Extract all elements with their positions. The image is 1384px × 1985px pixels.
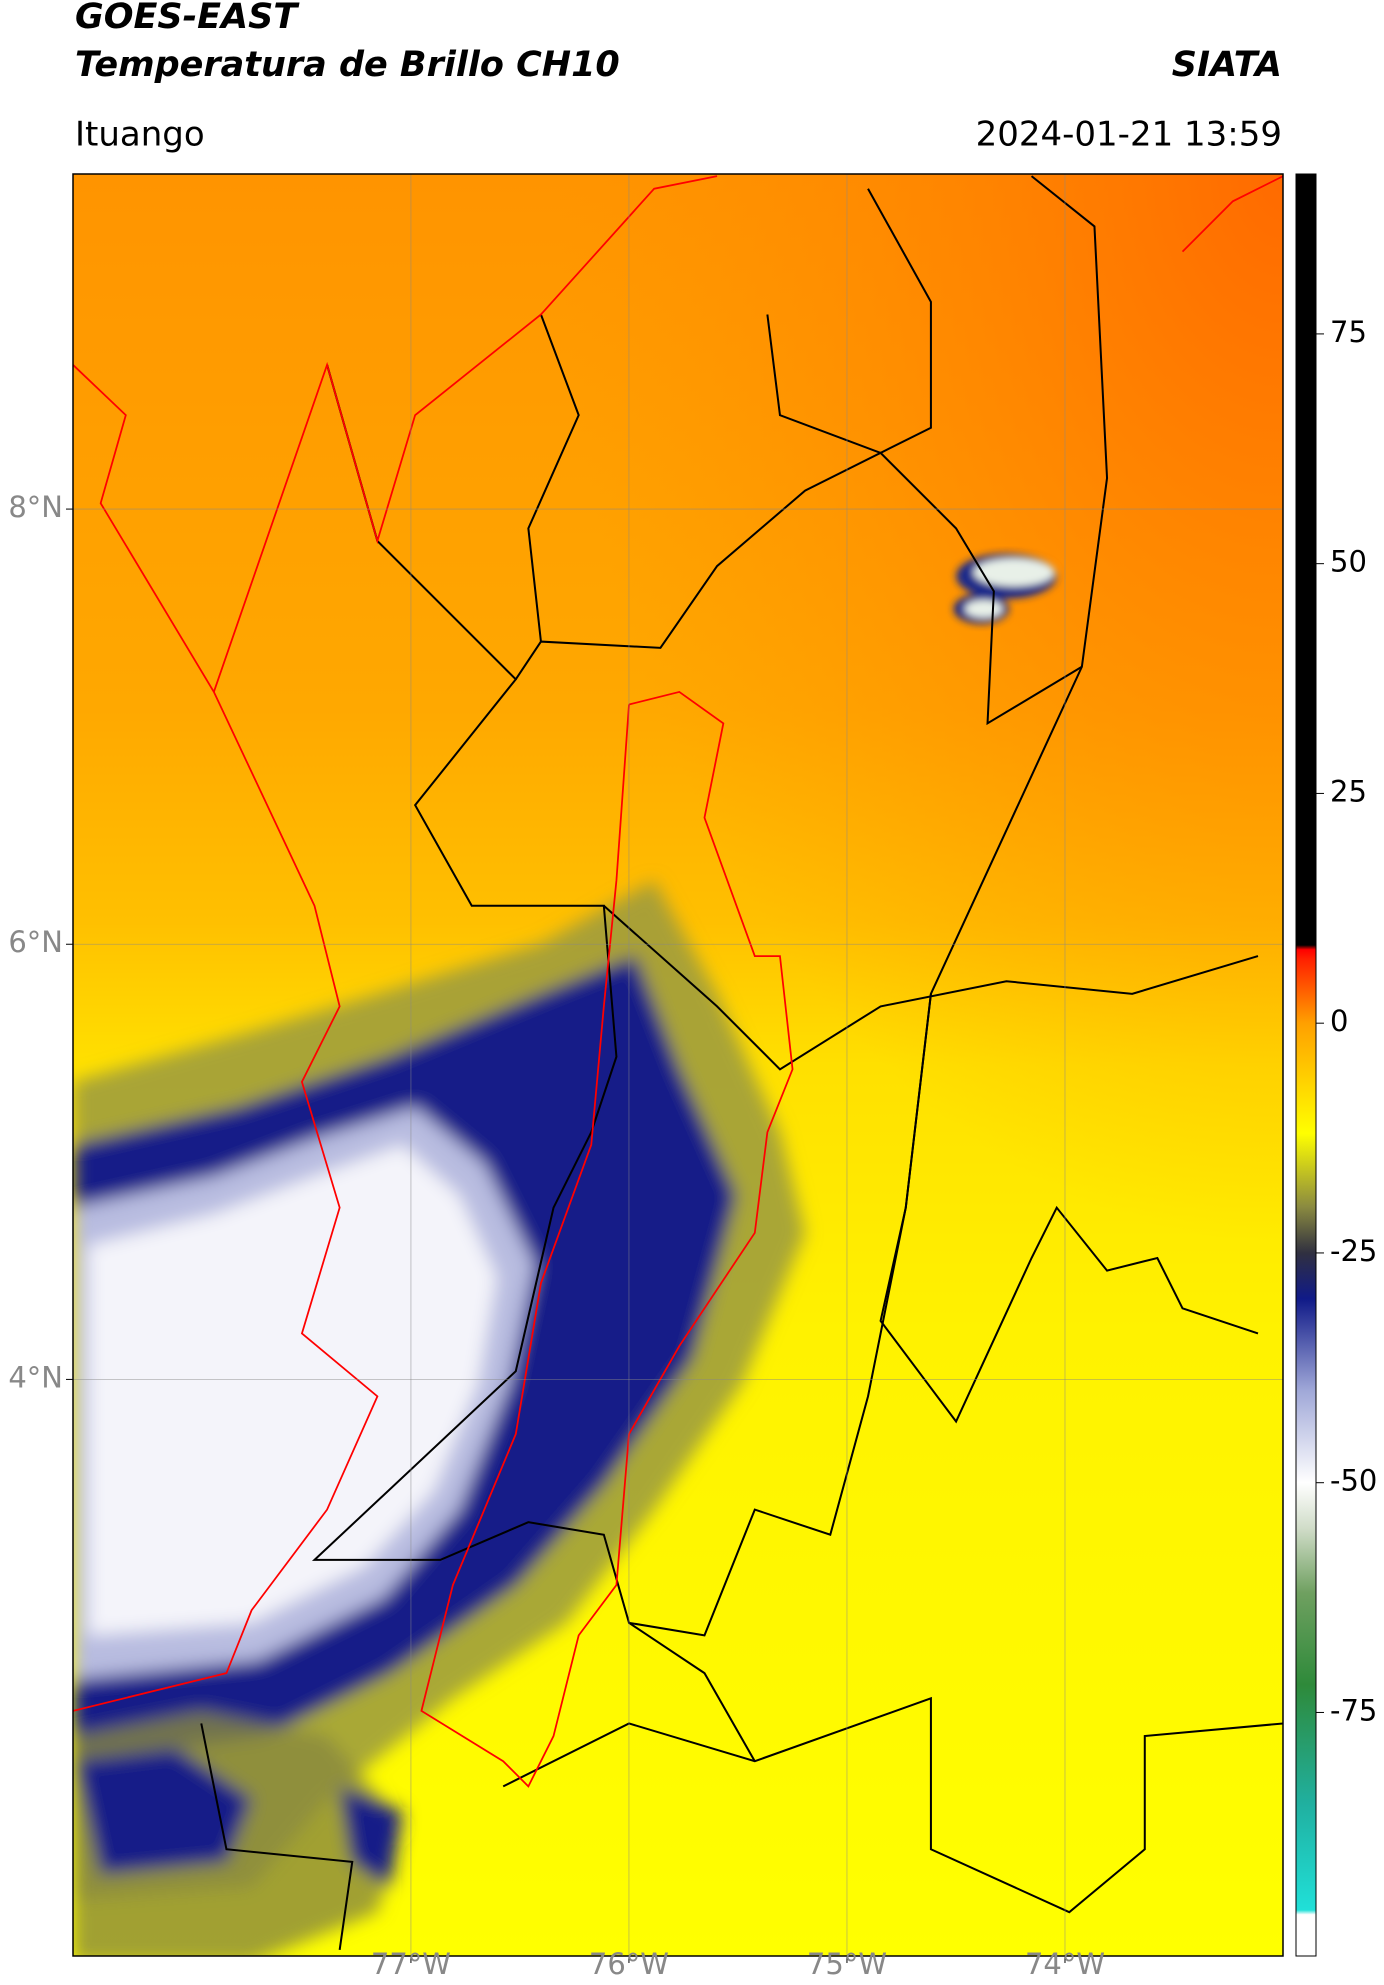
timestamp: 2024-01-21 13:59 — [976, 115, 1282, 155]
brand: SIATA — [1172, 45, 1282, 85]
title: GOES-EAST — [75, 0, 300, 37]
y-tick-label: 6°N — [8, 925, 63, 959]
x-tick-label: 75°W — [807, 1947, 887, 1981]
x-tick-label: 76°W — [589, 1947, 669, 1981]
y-tick-label: 8°N — [8, 490, 63, 524]
colorbar — [1295, 173, 1317, 1957]
colorbar-tick-label: 50 — [1330, 545, 1367, 579]
location: Ituango — [75, 115, 205, 155]
map-image — [73, 174, 1283, 1956]
map-frame — [72, 173, 1284, 1957]
colorbar-tick-label: -25 — [1330, 1234, 1377, 1268]
x-tick-label: 74°W — [1025, 1947, 1105, 1981]
x-tick-label: 77°W — [371, 1947, 451, 1981]
colorbar-tick-label: 25 — [1330, 774, 1367, 808]
subtitle: Temperatura de Brillo CH10 — [75, 45, 620, 85]
colorbar-tick-label: -50 — [1330, 1464, 1377, 1498]
y-tick-label: 4°N — [8, 1360, 63, 1394]
colorbar-tick-label: -75 — [1330, 1693, 1377, 1727]
colorbar-tick-label: 0 — [1330, 1004, 1348, 1038]
grid — [73, 174, 1283, 1956]
colorbar-tick-label: 75 — [1330, 315, 1367, 349]
